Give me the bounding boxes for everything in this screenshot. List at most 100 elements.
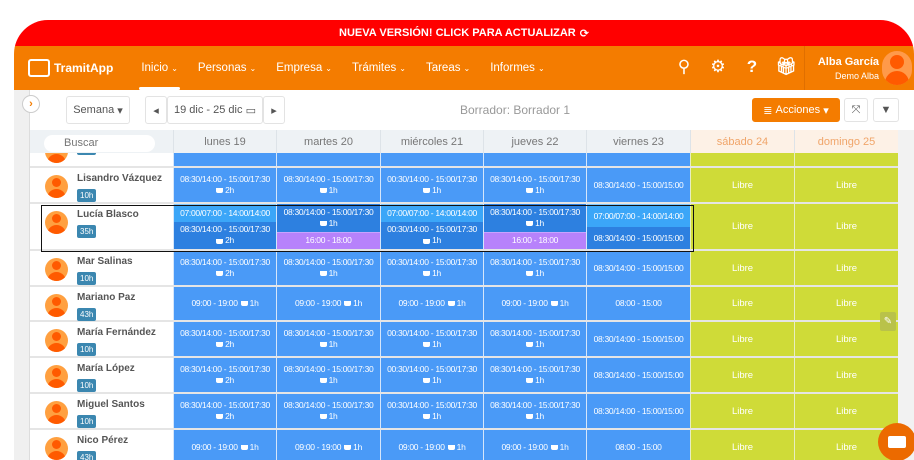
shift-block[interactable]: 08:30/14:00 - 15:00/17:30 2h	[174, 172, 276, 198]
shift-block[interactable]: 09:00 - 19:00 1h	[381, 296, 483, 311]
shift-block[interactable]: 08:30/14:00 - 15:00/15:00	[587, 332, 690, 347]
shift-block[interactable]: 08:30/14:00 - 15:00/17:30 1h	[484, 255, 586, 281]
shift-block[interactable]: 08:30/14:00 - 15:00/17:30 2h	[174, 255, 276, 281]
shift-block[interactable]: 08:00 - 15:00	[587, 296, 690, 311]
user-menu[interactable]: Alba García Demo Alba	[804, 46, 914, 90]
free-day-cell[interactable]: Libre	[794, 287, 898, 320]
shift-block[interactable]: 07:00/07:00 - 14:00/14:00	[174, 204, 276, 222]
shift-block[interactable]: 08:30/14:00 - 15:00/17:30 1h	[277, 204, 380, 232]
shift-cell[interactable]: 08:30/14:00 - 15:00/17:30 1h	[276, 394, 380, 428]
shift-cell[interactable]: 09:00 - 19:00 1h	[483, 430, 586, 460]
free-day-cell[interactable]: Libre	[690, 168, 794, 202]
shift-cell[interactable]: 08:30/14:00 - 15:00/17:30 1h	[276, 168, 380, 202]
shift-block[interactable]: 16:00 - 18:00	[484, 231, 586, 249]
free-day-cell[interactable]: Libre	[690, 394, 794, 428]
shift-cell[interactable]: 08:00 - 15:00	[586, 287, 690, 320]
shift-cell[interactable]: 08:30/14:00 - 15:00/17:30 2h	[173, 358, 276, 392]
shift-cell[interactable]: 08:00 - 15:00	[586, 430, 690, 460]
shift-block[interactable]: 08:30/14:00 - 15:00/15:00	[587, 404, 690, 419]
edit-pencil-button[interactable]: ✎	[880, 312, 896, 331]
shift-block[interactable]: 09:00 - 19:00 1h	[484, 153, 586, 157]
next-week-button[interactable]: ▸	[263, 96, 285, 124]
free-day-cell[interactable]: Libre	[794, 204, 898, 249]
shift-cell[interactable]: 00:30/14:00 - 15:00/17:30 1h	[380, 251, 483, 285]
shift-cell[interactable]: 09:00 - 19:00 1h	[173, 287, 276, 320]
shift-block[interactable]: 09:00 - 19:00 1h	[381, 153, 483, 157]
shift-cell[interactable]: 09:00 - 19:00 1h	[483, 153, 586, 166]
avatar[interactable]	[882, 51, 912, 85]
free-day-cell[interactable]: Libre	[690, 251, 794, 285]
shift-cell[interactable]: 08:30/14:00 - 15:00/17:30 1h	[483, 251, 586, 285]
shift-block[interactable]: 08:30/14:00 - 15:00/17:30 1h	[277, 326, 380, 352]
shift-cell[interactable]: 08:30/14:00 - 15:00/17:30 1h 16:00 - 18:00	[276, 204, 380, 249]
shift-cell[interactable]: 08:30/14:00 - 15:00/17:30 2h	[173, 394, 276, 428]
shift-cell[interactable]: 09:00 - 19:00 1h	[380, 430, 483, 460]
shift-cell[interactable]: 08:30/14:00 - 15:00/17:30 1h	[276, 251, 380, 285]
shift-cell[interactable]: 00:30/14:00 - 15:00/17:30 1h	[380, 358, 483, 392]
shift-cell[interactable]: 08:30/14:00 - 15:00/15:00	[586, 358, 690, 392]
shift-block[interactable]: 09:00 - 19:00 1h	[277, 153, 380, 157]
shift-block[interactable]: 00:30/14:00 - 15:00/17:30 1h	[381, 172, 483, 198]
shift-cell[interactable]: 08:30/14:00 - 15:00/15:00	[586, 251, 690, 285]
shift-block[interactable]: 08:30/14:00 - 15:00/17:30 1h	[484, 172, 586, 198]
fullscreen-button[interactable]: ⤧	[844, 98, 868, 122]
shift-block[interactable]: 08:30/14:00 - 15:00/17:30 2h	[174, 398, 276, 424]
shift-block[interactable]: 09:00 - 19:00 1h	[277, 296, 380, 311]
free-day-cell[interactable]: Libre	[794, 394, 898, 428]
shift-block[interactable]: 00:30/14:00 - 15:00/17:30 1h	[381, 362, 483, 388]
shift-block[interactable]: 09:00 - 19:00 1h	[174, 440, 276, 455]
shift-block[interactable]: 08:30/14:00 - 15:00/17:30 1h	[484, 204, 586, 232]
shift-block[interactable]: 09:00 - 19:00 1h	[381, 440, 483, 455]
shift-cell[interactable]: 09:00 - 19:00 1h	[483, 287, 586, 320]
shift-cell[interactable]: 09:00 - 19:00 1h	[173, 153, 276, 166]
free-day-cell[interactable]: Libre	[690, 358, 794, 392]
shift-cell[interactable]: 08:30/14:00 - 15:00/17:30 2h	[173, 251, 276, 285]
shift-cell[interactable]: 09:00 - 19:00 1h	[276, 153, 380, 166]
view-select[interactable]: Semana ▾	[66, 96, 130, 124]
shift-block[interactable]: 08:00 - 15:00	[587, 153, 690, 157]
shift-cell[interactable]: 07:00/07:00 - 14:00/14:00 00:30/14:00 - 1…	[380, 204, 483, 249]
shift-block[interactable]: 08:30/14:00 - 15:00/17:30 2h	[174, 326, 276, 352]
shift-block[interactable]: 00:30/14:00 - 15:00/17:30 1h	[381, 221, 483, 249]
shift-block[interactable]: 09:00 - 19:00 1h	[174, 153, 276, 157]
shift-block[interactable]: 00:30/14:00 - 15:00/17:30 1h	[381, 255, 483, 281]
shift-block[interactable]: 08:30/14:00 - 15:00/17:30 1h	[277, 398, 380, 424]
shift-cell[interactable]: 00:30/14:00 - 15:00/17:30 1h	[380, 394, 483, 428]
employee-cell[interactable]: Nico Pérez 43h	[30, 430, 173, 460]
shift-block[interactable]: 08:30/14:00 - 15:00/15:00	[587, 261, 690, 276]
shift-block[interactable]: 08:30/14:00 - 15:00/15:00	[587, 178, 690, 193]
shift-block[interactable]: 09:00 - 19:00 1h	[484, 440, 586, 455]
shift-cell[interactable]: 00:30/14:00 - 15:00/17:30 1h	[380, 168, 483, 202]
shift-cell[interactable]: 08:30/14:00 - 15:00/17:30 1h	[483, 168, 586, 202]
sidebar-expand-button[interactable]: ›	[22, 95, 40, 113]
actions-button[interactable]: ≣ Acciones ▾	[752, 98, 840, 122]
shift-block[interactable]: 09:00 - 19:00 1h	[174, 296, 276, 311]
shift-cell[interactable]: 09:00 - 19:00 1h	[380, 153, 483, 166]
free-day-cell[interactable]: Libre	[794, 251, 898, 285]
free-day-cell[interactable]: Libre	[690, 322, 794, 356]
employee-cell[interactable]: Mar Salinas 10h	[30, 251, 173, 285]
free-day-cell[interactable]: Libre	[794, 168, 898, 202]
shift-block[interactable]: 08:30/14:00 - 15:00/15:00	[587, 368, 690, 383]
shift-cell[interactable]: 08:30/14:00 - 15:00/17:30 1h	[483, 394, 586, 428]
shift-block[interactable]: 07:00/07:00 - 14:00/14:00	[587, 204, 690, 227]
filter-button[interactable]: ▼	[873, 98, 899, 122]
shift-block[interactable]: 08:30/14:00 - 15:00/17:30 1h	[277, 362, 380, 388]
shift-cell[interactable]: 07:00/07:00 - 14:00/14:00 08:30/14:00 - 1…	[586, 204, 690, 249]
shift-cell[interactable]: 08:30/14:00 - 15:00/17:30 1h	[276, 322, 380, 356]
shift-block[interactable]: 09:00 - 19:00 1h	[484, 296, 586, 311]
prev-week-button[interactable]: ◂	[145, 96, 167, 124]
shift-cell[interactable]: 08:30/14:00 - 15:00/17:30 2h	[173, 322, 276, 356]
menu-item-1[interactable]: Personas ⌄	[188, 46, 266, 90]
employee-cell[interactable]: Miguel Santos 10h	[30, 394, 173, 428]
logo[interactable]: TramitApp	[28, 59, 113, 77]
employee-cell[interactable]: Lisandro Vázquez 10h	[30, 168, 173, 202]
shift-block[interactable]: 07:00/07:00 - 14:00/14:00	[381, 204, 483, 222]
shift-block[interactable]: 08:30/14:00 - 15:00/17:30 1h	[484, 398, 586, 424]
shift-block[interactable]: 08:30/14:00 - 15:00/15:00	[587, 227, 690, 249]
menu-item-3[interactable]: Trámites ⌄	[342, 46, 416, 90]
shift-cell[interactable]: 07:00/07:00 - 14:00/14:00 08:30/14:00 - 1…	[173, 204, 276, 249]
employee-cell[interactable]: María Fernández 10h	[30, 322, 173, 356]
shift-block[interactable]: 09:00 - 19:00 1h	[277, 440, 380, 455]
